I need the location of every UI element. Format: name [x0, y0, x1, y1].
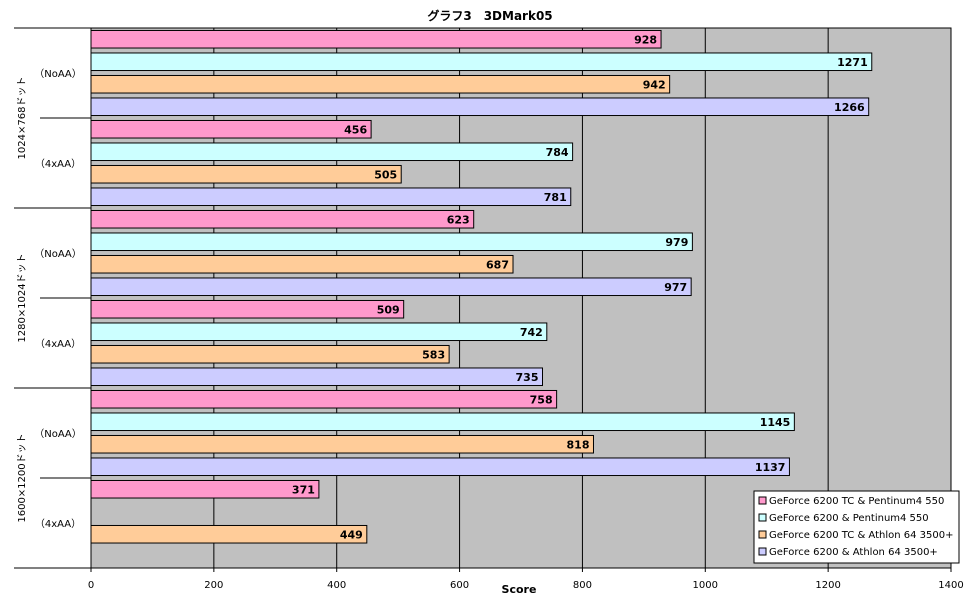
bar [90, 232, 693, 252]
subgroup-label: （4xAA） [35, 338, 81, 350]
bar [90, 29, 662, 49]
bar [90, 434, 594, 454]
bar [90, 209, 475, 229]
data-label: 784 [546, 146, 569, 159]
data-label: 977 [664, 281, 687, 294]
legend-entry: GeForce 6200 TC & Pentinum4 550 [769, 496, 944, 507]
bar [90, 277, 692, 297]
x-tick-label: 1200 [815, 580, 840, 591]
data-label: 583 [422, 348, 445, 361]
data-label: 1271 [837, 56, 868, 69]
group-label: 1280×1024ドット [17, 253, 28, 342]
plot-background [90, 27, 952, 569]
data-label: 1137 [755, 461, 786, 474]
legend-box [753, 490, 960, 564]
subgroup-label: （NoAA） [34, 248, 82, 260]
bar [90, 457, 790, 477]
bar [90, 344, 450, 364]
bar [90, 74, 671, 94]
x-axis-ticks: 0 200 400 600 800 1000 1200 1400 [88, 568, 964, 591]
group-label: 1024×768ドット [17, 77, 28, 160]
data-label: 1266 [834, 101, 865, 114]
bar [90, 142, 574, 162]
x-tick-label: 200 [204, 580, 223, 591]
bar [90, 52, 873, 72]
bar [90, 322, 548, 342]
group-label: 1600×1200ドット [17, 433, 28, 522]
data-label: 687 [486, 258, 509, 271]
legend-entry: GeForce 6200 & Pentinum4 550 [769, 513, 929, 524]
x-tick-label: 1400 [938, 580, 963, 591]
legend-swatch [758, 496, 767, 505]
x-axis-label: Score [502, 583, 537, 596]
bar [90, 412, 795, 432]
bar [90, 187, 572, 207]
y-axis-categories: （NoAA） （4xAA） 1024×768ドット （NoAA） （4xAA） 1280×… [14, 27, 91, 569]
legend-entry: GeForce 6200 TC & Athlon 64 3500+ [769, 530, 954, 541]
data-label: 371 [292, 483, 315, 496]
bar [90, 97, 870, 117]
data-label: 781 [544, 191, 567, 204]
legend-swatch [758, 530, 767, 539]
legend-entry: GeForce 6200 & Athlon 64 3500+ [769, 547, 938, 558]
subgroup-label: （4xAA） [35, 518, 81, 530]
x-tick-label: 800 [573, 580, 592, 591]
data-label: 942 [643, 78, 666, 91]
subgroup-label: （NoAA） [34, 428, 82, 440]
bar [90, 299, 405, 319]
subgroup-label: （4xAA） [35, 158, 81, 170]
data-label: 456 [344, 123, 367, 136]
chart-title: グラフ3 3DMark05 [427, 8, 552, 23]
data-label: 623 [447, 213, 470, 226]
bar [90, 164, 402, 184]
data-label: 818 [567, 438, 590, 451]
data-label: 928 [634, 33, 657, 46]
data-label: 742 [520, 326, 543, 339]
data-label: 505 [374, 168, 397, 181]
x-tick-label: 400 [327, 580, 346, 591]
data-label: 735 [516, 371, 539, 384]
bars: 928 1271 942 1266 456 784 505 781 623 979 687 977 50… [90, 29, 873, 544]
x-tick-label: 0 [88, 580, 94, 591]
bar [90, 524, 368, 544]
plot-area [90, 27, 952, 569]
data-label: 758 [530, 393, 553, 406]
bar [90, 479, 320, 499]
legend-swatch [758, 513, 767, 522]
data-label: 979 [665, 236, 688, 249]
bar [90, 389, 558, 409]
x-tick-label: 1000 [693, 580, 718, 591]
data-label: 1145 [760, 416, 791, 429]
legend-swatch [758, 547, 767, 556]
subgroup-label: （NoAA） [34, 68, 82, 80]
bar [90, 254, 514, 274]
bar [90, 119, 372, 139]
data-label: 449 [340, 528, 363, 541]
bar [90, 367, 543, 387]
legend: GeForce 6200 TC & Pentinum4 550 GeForce 6… [753, 490, 960, 564]
data-label: 509 [377, 303, 400, 316]
x-tick-label: 600 [450, 580, 469, 591]
